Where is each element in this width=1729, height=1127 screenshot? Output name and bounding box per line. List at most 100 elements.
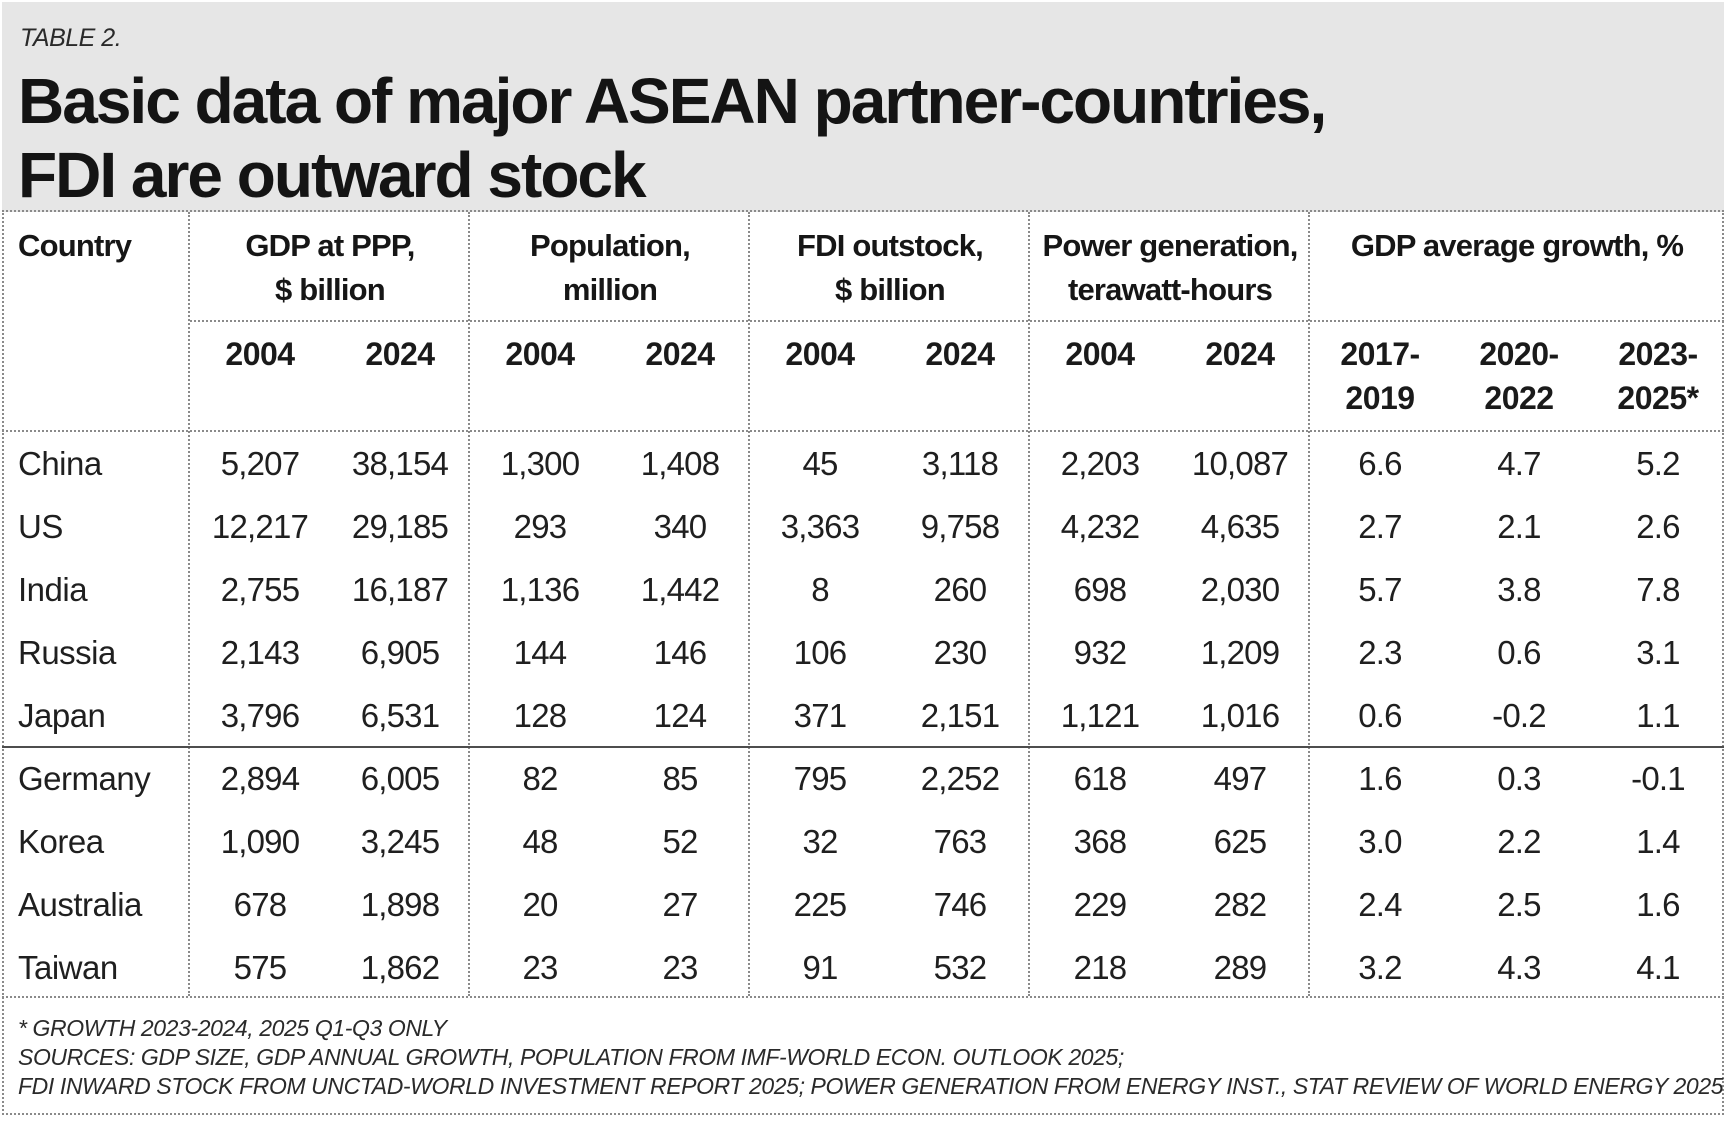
table-cell: 3,796 [220,697,300,734]
table-cell: 2.7 [1358,508,1402,545]
table-cell: 795 [793,760,847,797]
country-name-cell: Japan [18,697,106,734]
table-cell: 3.2 [1358,949,1402,986]
year-header-7: 2024 [1205,336,1275,372]
table-cell: 3,363 [780,508,860,545]
table-cell: 2.3 [1358,634,1402,671]
table-cell: 1,408 [640,445,720,482]
table-cell: 3,118 [921,445,999,482]
table-cell: 3.8 [1497,571,1541,608]
table-cell: 4,635 [1200,508,1280,545]
table-cell: 91 [802,949,838,986]
table-cell: 746 [933,886,987,923]
table-cell: 8 [811,571,829,608]
table-cell: 1,090 [220,823,300,860]
table-cell: 6,531 [360,697,440,734]
table-cell: 1,136 [500,571,580,608]
table-number-label: TABLE 2. [20,24,122,52]
table-cell: 2,151 [920,697,1000,734]
table-cell: 2.5 [1497,886,1541,923]
group-separator-rule [2,746,1724,748]
table-cell: 2.6 [1636,508,1680,545]
table-cell: 1,016 [1200,697,1280,734]
table-cell: 4,232 [1060,508,1140,545]
table-cell: 124 [653,697,707,734]
table-cell: 38,154 [351,445,449,482]
table-cell: 1,300 [500,445,580,482]
table-cell: 1,209 [1200,634,1280,671]
table-cell: 29,185 [351,508,449,545]
table-cell: 4.7 [1497,445,1541,482]
table-cell: 1,442 [640,571,720,608]
power-generation-header: Power generation, terawatt-hours [1042,228,1298,307]
table-cell: 260 [933,571,987,608]
col-divider-country [188,212,190,996]
table-cell: 1,121 [1060,697,1140,734]
table-cell: 230 [933,634,987,671]
table-cell: 85 [662,760,698,797]
table-cell: 23 [662,949,698,986]
gdp-ppp-header: GDP at PPP, $ billion [245,228,415,307]
table-cell: 82 [522,760,558,797]
country-name-cell: Russia [18,634,116,671]
table-cell: -0.2 [1492,697,1546,734]
table-cell: 289 [1213,949,1267,986]
table-cell: 1,862 [360,949,440,986]
table-cell: 20 [522,886,558,923]
footnote-growth: * GROWTH 2023-2024, 2025 Q1-Q3 ONLY [18,1015,447,1041]
table-cell: 5.2 [1636,445,1680,482]
table-cell: 6.6 [1358,445,1402,482]
table-cell: 282 [1213,886,1267,923]
table-cell: 340 [653,508,707,545]
table-cell: 7.8 [1636,571,1680,608]
table-cell: 5,207 [220,445,300,482]
table-cell: 3.1 [1636,634,1680,671]
table-cell: 497 [1213,760,1267,797]
table-cell: 2,143 [220,634,300,671]
year-header-0: 2004 [225,336,295,372]
footnote-sources-2: FDI INWARD STOCK FROM UNCTAD-WORLD INVES… [18,1073,1724,1099]
table-cell: 2.2 [1497,823,1541,860]
table-cell: 4.1 [1636,949,1680,986]
year-header-10: 2023- 2025* [1617,336,1699,416]
table-cell: 4.3 [1497,949,1541,986]
year-header-3: 2024 [645,336,715,372]
table-cell: 225 [793,886,847,923]
table-cell: 3.0 [1358,823,1402,860]
country-name-cell: China [18,445,102,482]
col-divider-fdi [1028,212,1030,996]
year-header-8: 2017- 2019 [1340,336,1420,416]
table-cell: 763 [933,823,987,860]
col-divider-power [1308,212,1310,996]
table-cell: 625 [1213,823,1267,860]
header-subdivider [190,320,1724,322]
footnote-sources-1: SOURCES: GDP SIZE, GDP ANNUAL GROWTH, PO… [18,1044,1124,1070]
table-cell: 52 [662,823,698,860]
table-cell: 27 [662,886,698,923]
table-cell: 32 [802,823,838,860]
table-cell: 0.6 [1497,634,1541,671]
country-name-cell: India [18,571,88,608]
table-cell: 618 [1073,760,1127,797]
table-cell: 3,245 [360,823,440,860]
table-cell: 932 [1073,634,1127,671]
table-cell: -0.1 [1631,760,1685,797]
table-cell: 2.1 [1497,508,1541,545]
country-name-cell: Korea [18,823,104,860]
table-title: Basic data of major ASEAN partner-countr… [18,64,1518,212]
table-cell: 698 [1073,571,1127,608]
country-name-cell: Taiwan [18,949,118,986]
table-bottom-rule [2,996,1724,998]
table-cell: 2,755 [220,571,300,608]
table-cell: 5.7 [1358,571,1402,608]
year-header-5: 2024 [925,336,995,372]
table-cell: 12,217 [211,508,309,545]
table-cell: 6,905 [360,634,440,671]
year-header-9: 2020- 2022 [1479,336,1559,416]
col-divider-gdp [468,212,470,996]
fdi-outstock-header: FDI outstock, $ billion [797,228,984,307]
gdp-growth-header: GDP average growth, % [1350,228,1684,263]
table-cell: 2,894 [220,760,300,797]
table-cell: 218 [1073,949,1127,986]
table-cell: 23 [522,949,558,986]
